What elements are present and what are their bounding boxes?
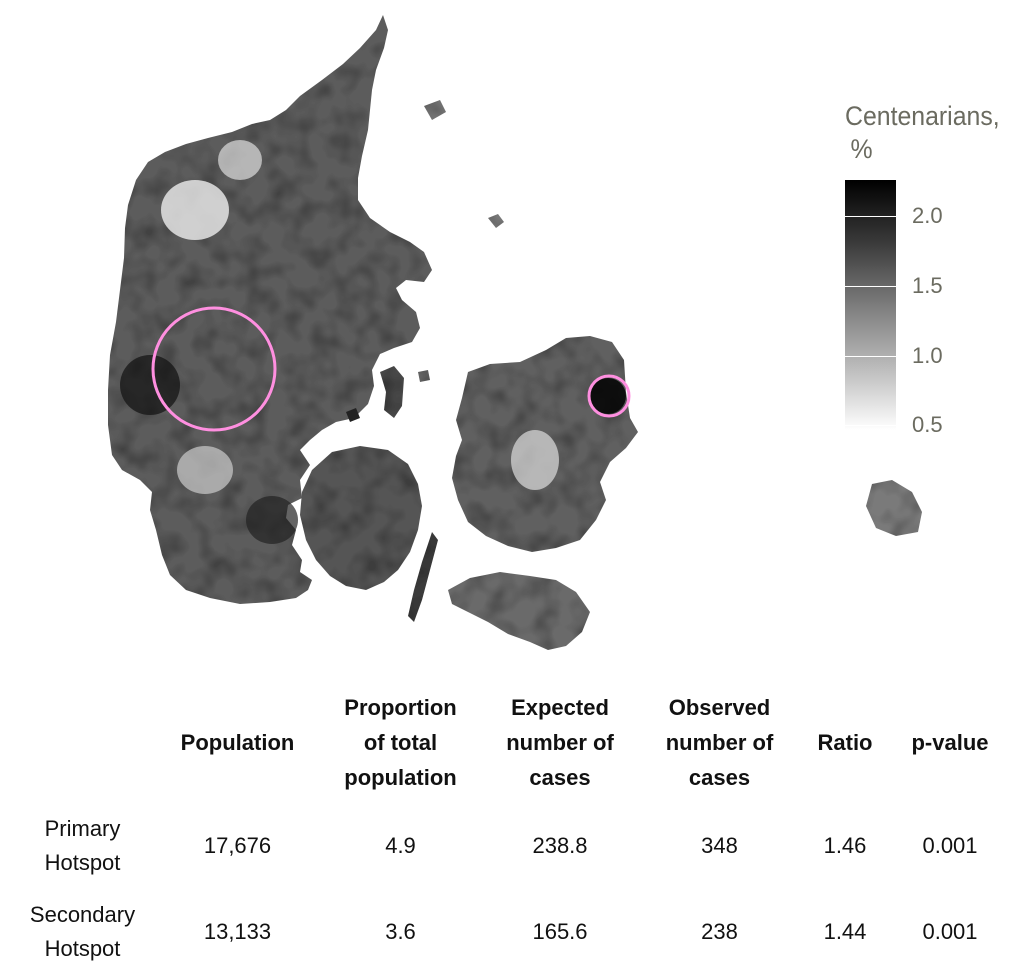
legend-tick-label: 1.0	[912, 343, 943, 368]
secondary-hotspot-circle	[587, 374, 631, 418]
legend-tick-mark	[845, 286, 896, 287]
cell-population: 17,676	[203, 833, 272, 858]
header-ratio-text: Ratio	[817, 730, 873, 755]
header-pvalue-text: p-value	[911, 730, 989, 755]
header-proportion-line: population	[344, 765, 457, 790]
header-population: Population	[165, 725, 310, 760]
header-proportion: Proportion of total population	[328, 690, 473, 795]
legend-tick-mark	[845, 425, 896, 426]
cell-expected: 238.8	[532, 833, 588, 858]
cell-proportion: 3.6	[385, 919, 416, 944]
header-expected-line: cases	[529, 765, 591, 790]
header-expected-line: number of	[506, 730, 614, 755]
row-label-line: Primary	[44, 816, 121, 841]
cell-expected: 165.6	[532, 919, 588, 944]
header-observed: Observed number of cases	[652, 690, 787, 795]
row-label-primary: Primary Hotspot	[10, 812, 155, 880]
cell-ratio: 1.46	[823, 833, 867, 858]
legend-color-bar	[845, 180, 896, 430]
cell-observed: 238	[701, 919, 738, 944]
dark-patch-west	[120, 355, 180, 415]
header-observed-line: number of	[665, 730, 774, 755]
small-island-2	[418, 370, 430, 382]
row-label-secondary: Secondary Hotspot	[10, 898, 155, 966]
cell-pvalue: 0.001	[922, 919, 978, 944]
header-pvalue: p-value	[895, 725, 1005, 760]
cell-observed: 348	[701, 833, 738, 858]
header-proportion-line: of total	[363, 730, 438, 755]
primary-hotspot-circle	[151, 306, 277, 432]
light-patch-central	[218, 140, 262, 180]
header-observed-line: Observed	[668, 695, 771, 720]
legend-tick-mark	[845, 356, 896, 357]
cell-proportion: 4.9	[385, 833, 416, 858]
light-patch-zealand	[511, 430, 559, 490]
legend-tick-label: 2.0	[912, 203, 943, 228]
legend-title: Centenarians, %	[845, 100, 1001, 166]
legend-tick-label: 0.5	[912, 412, 943, 437]
cell-ratio: 1.44	[823, 919, 867, 944]
header-proportion-line: Proportion	[344, 695, 457, 720]
dark-patch-copenhagen	[590, 378, 626, 414]
samso-island	[380, 366, 404, 418]
legend-tick-mark	[845, 216, 896, 217]
header-ratio: Ratio	[805, 725, 885, 760]
funen-landmass	[300, 446, 422, 590]
legend-tick-label: 1.5	[912, 273, 943, 298]
header-expected-line: Expected	[511, 695, 609, 720]
laeso-island	[424, 100, 446, 120]
denmark-centenarian-map	[108, 15, 922, 650]
anholt-island	[488, 214, 504, 228]
row-label-line: Secondary	[29, 902, 136, 927]
row-label-line: Hotspot	[44, 936, 121, 961]
light-patch-south	[177, 446, 233, 494]
row-label-line: Hotspot	[44, 850, 121, 875]
langeland-island	[408, 532, 438, 622]
bornholm-island	[866, 480, 922, 536]
lolland-falster-landmass	[448, 572, 590, 650]
dark-patch-south	[246, 496, 298, 544]
hotspot-statistics-table: Population Proportion of total populatio…	[0, 688, 1020, 978]
header-observed-line: cases	[688, 765, 751, 790]
header-expected: Expected number of cases	[490, 690, 630, 795]
legend-title-line2: %	[850, 134, 873, 164]
small-island-1	[346, 408, 360, 422]
light-patch-north	[161, 180, 229, 240]
legend-title-line1: Centenarians,	[845, 101, 1000, 131]
header-population-text: Population	[180, 730, 295, 755]
cell-pvalue: 0.001	[922, 833, 978, 858]
cell-population: 13,133	[203, 919, 272, 944]
